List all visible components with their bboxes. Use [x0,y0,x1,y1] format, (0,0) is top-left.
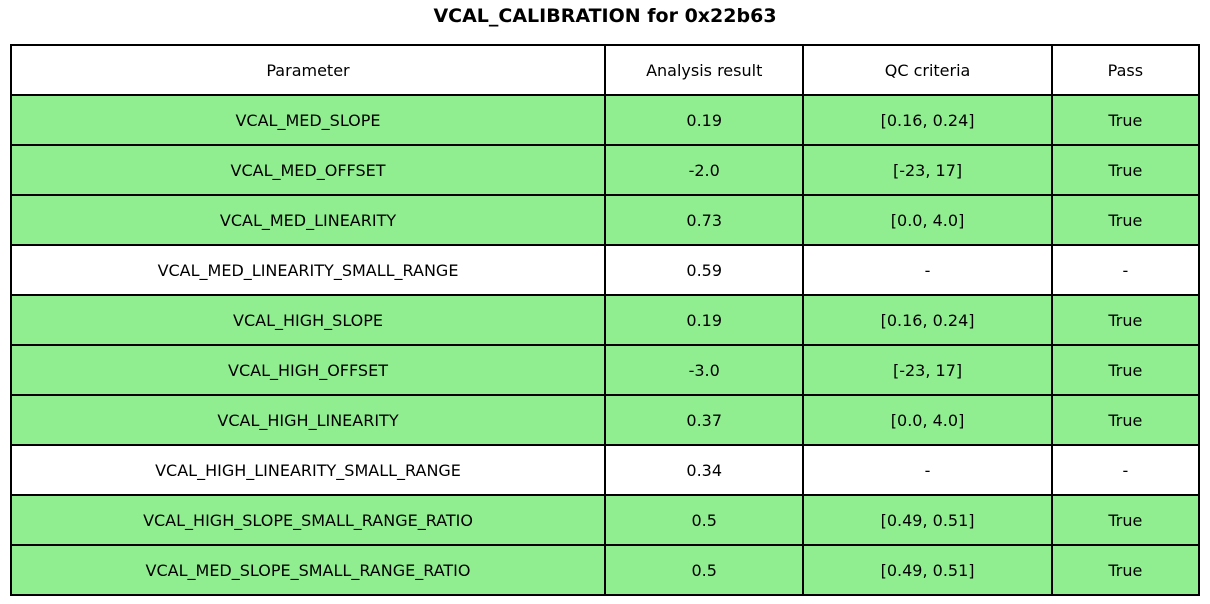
cell-parameter: VCAL_HIGH_LINEARITY_SMALL_RANGE [9,444,607,496]
cell-qc-criteria: [0.0, 4.0] [802,194,1053,246]
table-row: VCAL_HIGH_LINEARITY_SMALL_RANGE 0.34 - - [9,444,1201,496]
cell-pass: - [1050,244,1201,296]
chart-title: VCAL_CALIBRATION for 0x22b63 [433,5,777,27]
cell-qc-criteria: - [802,444,1053,496]
cell-analysis-result: 0.19 [604,294,805,346]
table-row: VCAL_MED_SLOPE 0.19 [0.16, 0.24] True [9,94,1201,146]
col-header-analysis-result: Analysis result [604,44,805,96]
cell-analysis-result: 0.37 [604,394,805,446]
col-header-qc-criteria: QC criteria [802,44,1053,96]
table-row: VCAL_MED_SLOPE_SMALL_RANGE_RATIO 0.5 [0.… [9,544,1201,596]
cell-qc-criteria: [0.49, 0.51] [802,544,1053,596]
table-row: VCAL_MED_LINEARITY_SMALL_RANGE 0.59 - - [9,244,1201,296]
cell-qc-criteria: [0.16, 0.24] [802,94,1053,146]
cell-pass: True [1050,494,1201,546]
cell-pass: True [1050,294,1201,346]
cell-analysis-result: 0.5 [604,544,805,596]
calibration-table: Parameter Analysis result QC criteria Pa… [9,44,1201,596]
cell-pass: True [1050,144,1201,196]
cell-analysis-result: 0.73 [604,194,805,246]
cell-analysis-result: 0.5 [604,494,805,546]
cell-pass: True [1050,194,1201,246]
cell-analysis-result: -2.0 [604,144,805,196]
table-row: VCAL_MED_OFFSET -2.0 [-23, 17] True [9,144,1201,196]
cell-qc-criteria: [0.16, 0.24] [802,294,1053,346]
cell-parameter: VCAL_HIGH_LINEARITY [9,394,607,446]
table-row: VCAL_HIGH_LINEARITY 0.37 [0.0, 4.0] True [9,394,1201,446]
cell-qc-criteria: [0.0, 4.0] [802,394,1053,446]
cell-pass: True [1050,94,1201,146]
table-row: VCAL_MED_LINEARITY 0.73 [0.0, 4.0] True [9,194,1201,246]
cell-parameter: VCAL_HIGH_SLOPE_SMALL_RANGE_RATIO [9,494,607,546]
cell-parameter: VCAL_MED_LINEARITY [9,194,607,246]
cell-parameter: VCAL_HIGH_SLOPE [9,294,607,346]
cell-parameter: VCAL_MED_LINEARITY_SMALL_RANGE [9,244,607,296]
cell-pass: True [1050,544,1201,596]
cell-parameter: VCAL_MED_SLOPE [9,94,607,146]
table-row: VCAL_HIGH_SLOPE_SMALL_RANGE_RATIO 0.5 [0… [9,494,1201,546]
col-header-pass: Pass [1050,44,1201,96]
cell-analysis-result: 0.34 [604,444,805,496]
table-body: VCAL_MED_SLOPE 0.19 [0.16, 0.24] True VC… [9,94,1201,596]
header-row: Parameter Analysis result QC criteria Pa… [9,44,1201,96]
cell-pass: True [1050,394,1201,446]
table-row: VCAL_HIGH_OFFSET -3.0 [-23, 17] True [9,344,1201,396]
cell-parameter: VCAL_MED_SLOPE_SMALL_RANGE_RATIO [9,544,607,596]
cell-qc-criteria: [-23, 17] [802,144,1053,196]
cell-qc-criteria: - [802,244,1053,296]
cell-analysis-result: -3.0 [604,344,805,396]
cell-qc-criteria: [0.49, 0.51] [802,494,1053,546]
col-header-parameter: Parameter [9,44,607,96]
cell-qc-criteria: [-23, 17] [802,344,1053,396]
cell-parameter: VCAL_HIGH_OFFSET [9,344,607,396]
cell-parameter: VCAL_MED_OFFSET [9,144,607,196]
cell-analysis-result: 0.19 [604,94,805,146]
table-row: VCAL_HIGH_SLOPE 0.19 [0.16, 0.24] True [9,294,1201,346]
cell-pass: - [1050,444,1201,496]
cell-analysis-result: 0.59 [604,244,805,296]
cell-pass: True [1050,344,1201,396]
